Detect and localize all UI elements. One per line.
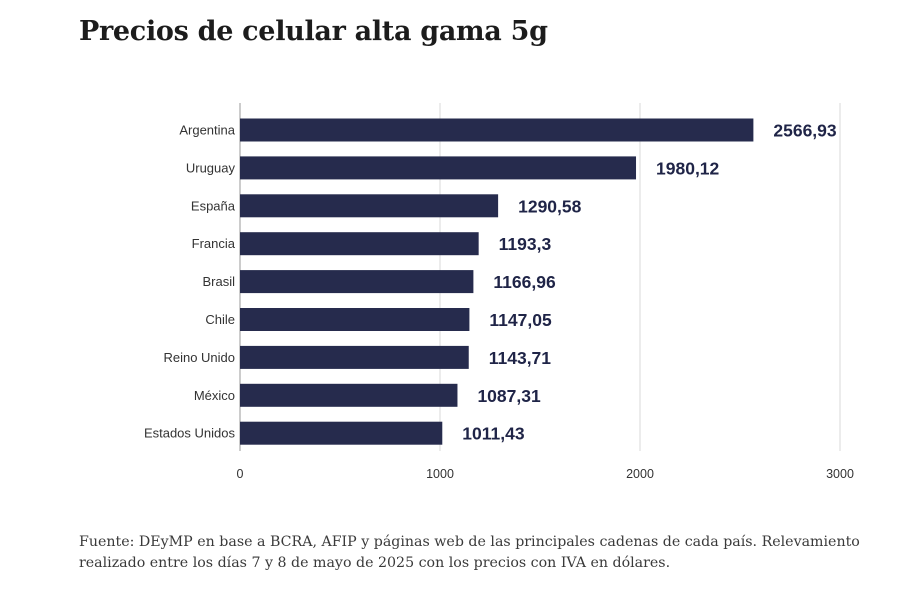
value-label: 1193,3: [499, 234, 552, 254]
bar: [240, 156, 637, 180]
bar: [240, 383, 458, 407]
value-label: 2566,93: [773, 121, 837, 141]
value-label: 1166,96: [493, 272, 556, 292]
category-label: Reino Unido: [163, 350, 235, 365]
chart-title: Precios de celular alta gama 5g: [79, 16, 548, 47]
value-label: 1011,43: [462, 424, 525, 444]
category-label: Francia: [192, 236, 236, 251]
x-tick-label: 3000: [826, 467, 854, 481]
category-label: Estados Unidos: [144, 426, 236, 441]
x-tick-label: 2000: [626, 467, 654, 481]
value-label: 1143,71: [489, 348, 552, 368]
bar: [240, 308, 470, 331]
category-label: España: [191, 198, 236, 213]
value-label: 1980,12: [656, 158, 720, 178]
value-label: 1087,31: [477, 386, 541, 406]
bar: [240, 421, 443, 445]
bar: [240, 118, 754, 142]
x-tick-label: 1000: [426, 467, 454, 481]
category-label: Argentina: [179, 123, 235, 138]
category-label: Chile: [205, 312, 235, 327]
x-tick-label: 0: [237, 467, 244, 481]
value-label: 1290,58: [518, 196, 582, 216]
bar: [240, 270, 474, 294]
bar-layer: [240, 118, 754, 445]
category-label: México: [194, 388, 235, 403]
bar: [240, 345, 469, 369]
bar: [240, 194, 499, 218]
source-note: Fuente: DEyMP en base a BCRA, AFIP y pág…: [79, 534, 860, 571]
label-layer: 0 1000 2000 3000 Argentina 2566,93 Uruguay 1980…: [144, 121, 854, 482]
value-label: 1147,05: [489, 310, 552, 330]
bar: [240, 232, 479, 256]
category-label: Uruguay: [186, 160, 236, 175]
category-label: Brasil: [202, 274, 235, 289]
